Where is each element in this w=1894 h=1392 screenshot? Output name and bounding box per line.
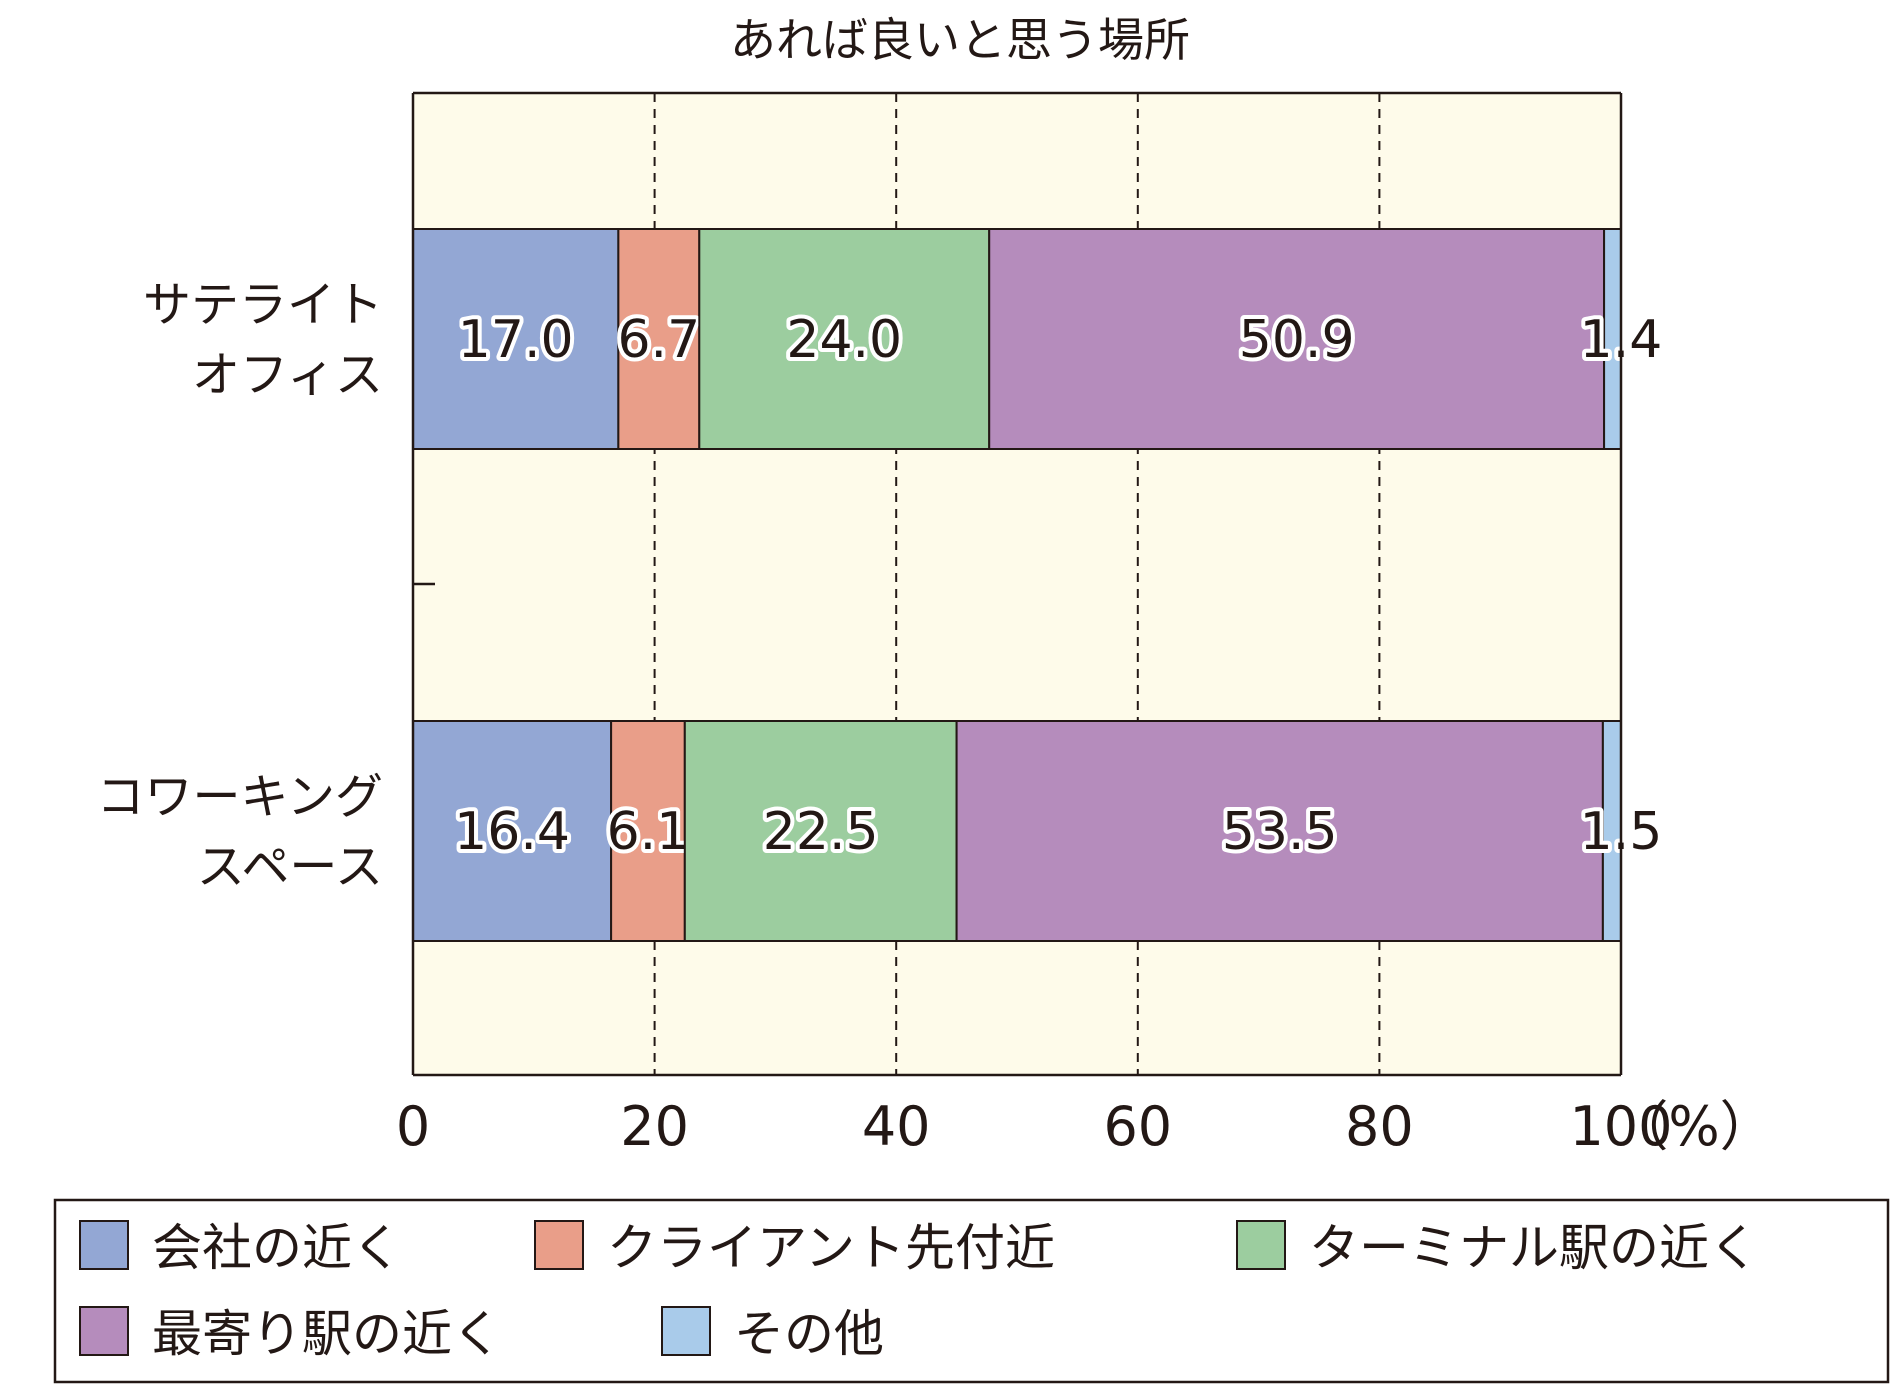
x-tick-label: 20 xyxy=(620,1095,689,1158)
legend-swatch xyxy=(534,1220,584,1270)
x-tick-labels: 0 20 40 60 80 100 xyxy=(396,1095,1673,1158)
data-label: 22.5 xyxy=(763,802,879,862)
data-label: 53.5 xyxy=(1222,802,1338,862)
data-label: 50.9 xyxy=(1239,310,1355,370)
bars-group: 17.0 6.7 24.0 50.9 1.416.4 6.1 22.5 53.5 1.5 xyxy=(412,228,1666,942)
bar-segment xyxy=(412,720,613,942)
bar-segment xyxy=(698,228,991,450)
data-label: 17.0 xyxy=(458,310,574,370)
x-tick-label: 40 xyxy=(862,1095,931,1158)
legend-label: ターミナル駅の近く xyxy=(1309,1219,1759,1277)
legend-label: 最寄り駅の近く xyxy=(152,1305,502,1363)
data-label: 24.0 xyxy=(786,310,902,370)
category-label-line2: オフィス xyxy=(192,347,383,403)
legend-swatch xyxy=(79,1306,129,1356)
category-label-line2: スペース xyxy=(197,839,383,895)
x-tick-label: 100 xyxy=(1569,1095,1672,1158)
legend-label: 会社の近く xyxy=(152,1219,402,1277)
legend-label: その他 xyxy=(734,1305,884,1363)
x-tick-label: 80 xyxy=(1345,1095,1414,1158)
bar-segment xyxy=(412,228,620,450)
bar-segment xyxy=(610,720,686,942)
legend-swatch xyxy=(1236,1220,1286,1270)
legend-label: クライアント先付近 xyxy=(607,1219,1055,1277)
bar-segment xyxy=(955,720,1604,942)
x-tick-label: 0 xyxy=(396,1095,430,1158)
data-label: 6.1 xyxy=(607,802,690,862)
chart-title: あれば良いと思う場所 xyxy=(730,13,1190,67)
x-tick-label: 60 xyxy=(1103,1095,1172,1158)
x-axis-unit: （%） xyxy=(1614,1095,1773,1158)
category-label-line1: コワーキング xyxy=(96,769,383,825)
legend-box xyxy=(53,1198,1890,1384)
category-label-line1: サテライト xyxy=(143,277,383,333)
data-label: 6.7 xyxy=(617,310,700,370)
bar-segment xyxy=(988,228,1606,450)
data-label: 16.4 xyxy=(454,802,570,862)
legend-swatch xyxy=(79,1220,129,1270)
bar-segment xyxy=(683,720,958,942)
bar-segment xyxy=(617,228,701,450)
legend-swatch xyxy=(661,1306,711,1356)
